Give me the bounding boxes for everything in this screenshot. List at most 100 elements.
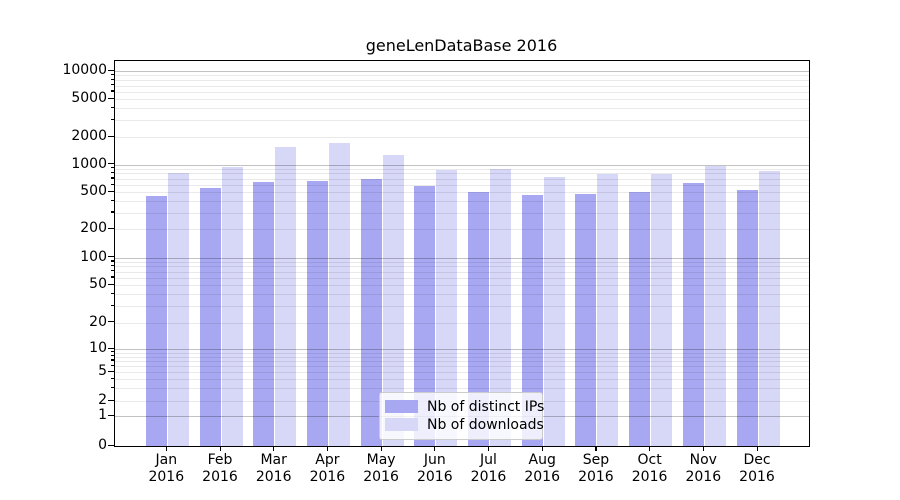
y-tick-mark	[108, 256, 114, 258]
minor-gridline	[115, 388, 809, 390]
x-tick-mark	[380, 446, 382, 451]
x-tick-month: Sep	[582, 452, 610, 468]
x-tick-month: May	[366, 452, 396, 468]
y-minor-tick-mark	[111, 364, 114, 366]
y-minor-tick-mark	[111, 118, 114, 120]
minor-gridline	[115, 306, 809, 308]
x-tick-label-jan: Jan 2016	[139, 452, 193, 486]
minor-gridline	[115, 271, 809, 273]
bar-downloads-jan	[167, 172, 189, 446]
x-tick-mark	[326, 446, 329, 451]
x-tick-label-sep: Sep 2016	[569, 452, 623, 486]
legend-box: Nb of distinct IPs Nb of downloads	[379, 392, 544, 440]
minor-gridline	[115, 356, 809, 358]
y-minor-tick-mark	[111, 78, 114, 80]
y-tick-label: 10000	[62, 62, 107, 78]
x-tick-label-jun: Jun 2016	[408, 452, 462, 486]
bar-downloads-aug	[543, 176, 565, 446]
x-tick-label-may: May 2016	[354, 452, 408, 486]
x-tick-label-apr: Apr 2016	[300, 452, 354, 486]
y-minor-tick-mark	[111, 73, 114, 75]
y-minor-tick-mark	[111, 377, 114, 379]
bar-downloads-may	[382, 154, 404, 446]
bar-distinct-ips-nov	[682, 183, 704, 446]
y-tick-mark	[108, 414, 114, 416]
y-minor-tick-mark	[111, 283, 114, 285]
legend-swatch-downloads	[385, 418, 418, 431]
y-minor-tick-mark	[111, 90, 114, 92]
y-tick-label: 1000	[71, 155, 107, 172]
legend-label: Nb of downloads	[427, 416, 544, 433]
minor-gridline	[115, 372, 809, 373]
y-minor-tick-mark	[111, 270, 114, 272]
x-tick-month: Jul	[480, 452, 497, 468]
legend-entry-distinct-ips: Nb of distinct IPs	[385, 398, 544, 415]
bar-downloads-apr	[328, 142, 350, 446]
y-minor-tick-mark	[111, 292, 114, 294]
bar-distinct-ips-jan	[145, 195, 167, 446]
y-tick-label: 10	[89, 340, 107, 357]
y-minor-tick-mark	[111, 135, 114, 137]
major-gridline	[115, 349, 809, 351]
minor-gridline	[115, 192, 809, 194]
x-tick-month: Jan	[155, 452, 178, 468]
x-tick-label-feb: Feb 2016	[193, 452, 247, 486]
x-tick-month: Jun	[423, 452, 446, 468]
legend-entry-downloads: Nb of downloads	[385, 416, 544, 433]
y-tick-mark	[108, 69, 114, 71]
y-tick-label: 0	[98, 437, 107, 453]
y-minor-tick-mark	[111, 97, 114, 99]
y-tick-label: 500	[80, 183, 107, 200]
bar-distinct-ips-dec	[736, 190, 758, 446]
x-tick-mark	[702, 446, 704, 451]
x-tick-month: Feb	[207, 452, 233, 468]
legend-label: Nb of distinct IPs	[427, 398, 545, 415]
minor-gridline	[115, 173, 809, 175]
y-tick-label: 200	[80, 220, 107, 237]
minor-gridline	[115, 201, 809, 203]
x-tick-year: 2016	[309, 469, 346, 485]
x-tick-mark	[541, 446, 543, 451]
y-minor-tick-mark	[111, 211, 114, 213]
y-minor-tick-mark	[111, 399, 114, 401]
minor-gridline	[115, 108, 809, 110]
x-tick-month: Dec	[743, 452, 771, 468]
minor-gridline	[115, 360, 809, 362]
plot-area	[114, 60, 810, 447]
bar-distinct-ips-sep	[575, 194, 597, 446]
y-minor-tick-mark	[111, 171, 114, 174]
minor-gridline	[115, 352, 809, 354]
x-tick-mark	[595, 446, 597, 451]
y-minor-tick-mark	[111, 199, 114, 202]
y-minor-tick-mark	[111, 355, 114, 357]
y-minor-tick-mark	[111, 227, 114, 229]
x-tick-label-nov: Nov 2016	[676, 452, 730, 486]
x-tick-month: Apr	[315, 452, 340, 468]
x-tick-label-dec: Dec 2016	[730, 452, 784, 486]
y-minor-tick-mark	[111, 190, 114, 193]
y-tick-label: 2	[98, 392, 107, 408]
x-tick-year: 2016	[363, 469, 399, 485]
y-tick-label: 50	[89, 276, 107, 292]
major-gridline	[115, 257, 809, 259]
legend-swatch-distinct-ips	[385, 400, 418, 413]
x-tick-mark	[273, 446, 275, 451]
bar-distinct-ips-jun	[414, 185, 436, 446]
bar-distinct-ips-mar	[253, 182, 275, 446]
x-tick-mark	[165, 446, 167, 451]
y-minor-tick-mark	[111, 106, 114, 109]
y-tick-label: 5000	[71, 90, 107, 107]
bar-downloads-dec	[758, 171, 780, 446]
major-gridline	[115, 71, 809, 72]
bar-downloads-nov	[704, 165, 726, 446]
bar-distinct-ips-may	[360, 179, 382, 446]
minor-gridline	[115, 261, 809, 263]
x-tick-mark	[219, 446, 221, 451]
x-tick-month: Oct	[637, 452, 662, 468]
bar-downloads-oct	[651, 174, 673, 446]
x-tick-mark	[434, 446, 436, 451]
y-tick-label: 2000	[71, 128, 107, 144]
y-tick-mark	[108, 163, 114, 165]
y-minor-tick-mark	[111, 183, 114, 185]
